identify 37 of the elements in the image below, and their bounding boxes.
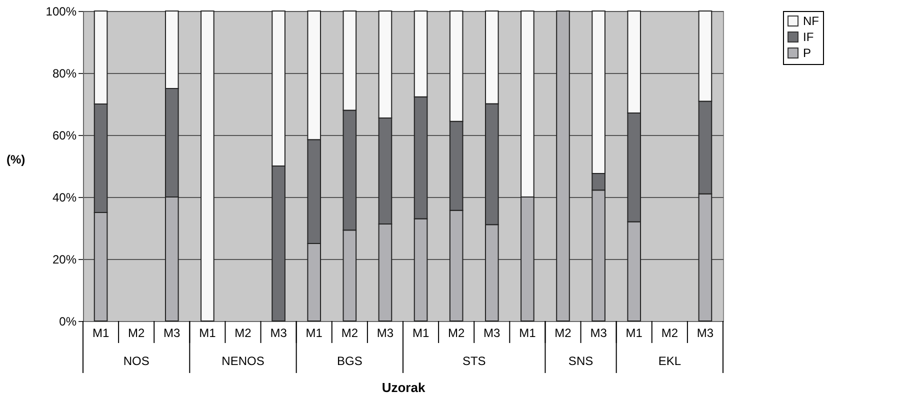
y-tick-label: 100% bbox=[46, 4, 77, 18]
y-tick-label: 80% bbox=[52, 66, 77, 80]
x-tick-label: M2 bbox=[554, 326, 572, 340]
x-tick-label: M1 bbox=[92, 326, 110, 340]
x-tick-label: M3 bbox=[376, 326, 394, 340]
x-tick-label: M3 bbox=[590, 326, 608, 340]
x-tick-label: M3 bbox=[270, 326, 288, 340]
y-tick-label: 0% bbox=[59, 314, 77, 328]
legend-label: P bbox=[803, 46, 812, 60]
x-tick-label: M2 bbox=[128, 326, 145, 340]
x-tick-label: M1 bbox=[306, 326, 323, 340]
y-axis-title: (%) bbox=[6, 152, 26, 166]
x-tick-label: M1 bbox=[412, 326, 430, 340]
x-tick-label: M1 bbox=[626, 326, 643, 340]
x-tick-label: M3 bbox=[484, 326, 501, 340]
text: SNS bbox=[568, 354, 594, 368]
text: EKL bbox=[658, 354, 682, 368]
bar bbox=[200, 10, 214, 322]
text: NOS bbox=[123, 354, 150, 368]
y-tick-label: 40% bbox=[52, 190, 77, 204]
text: BGS bbox=[336, 354, 362, 368]
x-tick-label: M1 bbox=[519, 326, 536, 340]
x-axis-title: Uzorak bbox=[382, 380, 426, 395]
y-tick-label: 60% bbox=[52, 128, 77, 142]
x-tick-label: M2 bbox=[234, 326, 252, 340]
legend-label: NF bbox=[803, 14, 819, 28]
text: NENOS bbox=[222, 354, 264, 368]
x-tick-label: M2 bbox=[448, 326, 465, 340]
bar bbox=[556, 10, 570, 322]
y-tick-label: 20% bbox=[52, 252, 77, 266]
text: STS bbox=[462, 354, 486, 368]
x-tick-label: M3 bbox=[696, 326, 714, 340]
x-tick-label: M3 bbox=[164, 326, 181, 340]
x-tick-label: M2 bbox=[341, 326, 358, 340]
legend-label: IF bbox=[803, 30, 814, 44]
x-tick-label: M1 bbox=[199, 326, 216, 340]
x-tick-label: M2 bbox=[661, 326, 678, 340]
